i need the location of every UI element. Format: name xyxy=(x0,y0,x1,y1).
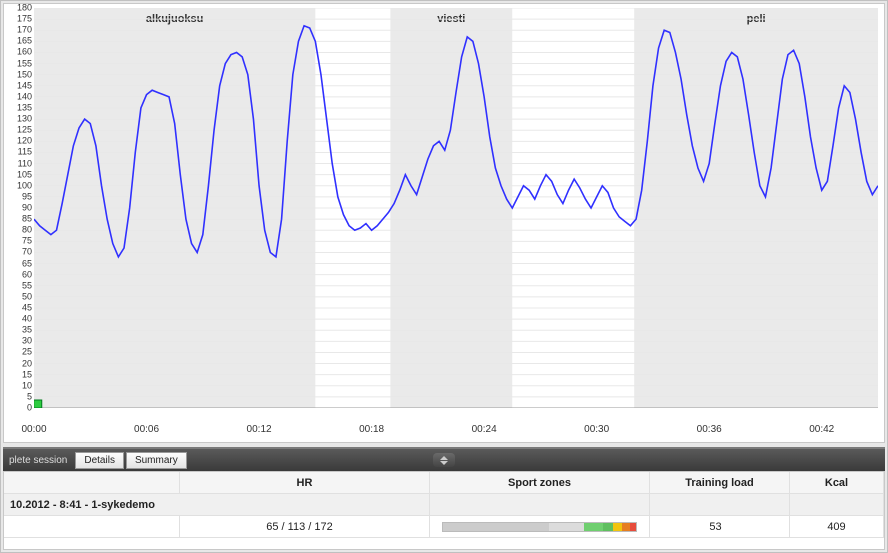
table-row[interactable]: 65 / 113 / 172 53 409 xyxy=(4,516,884,538)
hr-text: 65 / 113 / 172 xyxy=(266,521,332,533)
table-session-row[interactable]: 10.2012 - 8:41 - 1-sykedemo xyxy=(4,494,884,516)
col-kcal-header: Kcal xyxy=(790,472,884,493)
bottom-panel: plete session Details Summary HR Sport z… xyxy=(3,447,885,550)
col-sportzones-header: Sport zones xyxy=(430,472,650,493)
chart-panel: 0510152025303540455055606570758085909510… xyxy=(3,3,885,443)
chart-svg: alkujuoksuviestipeli xyxy=(34,8,878,408)
tab-details[interactable]: Details xyxy=(75,452,124,469)
data-table: HR Sport zones Training load Kcal 10.201… xyxy=(3,471,885,550)
app-root: 0510152025303540455055606570758085909510… xyxy=(0,0,888,553)
cell-trainingload: 53 xyxy=(650,516,790,537)
sport-zones-bar xyxy=(442,522,637,532)
panel-collapse-handle[interactable] xyxy=(433,453,455,467)
chart-plot-area: alkujuoksuviestipeli xyxy=(34,8,878,408)
cell-session xyxy=(4,516,180,537)
tab-strip: plete session Details Summary xyxy=(3,449,885,471)
table-header-row: HR Sport zones Training load Kcal xyxy=(4,472,884,494)
col-hr-header: HR xyxy=(180,472,430,493)
col-trainingload-header: Training load xyxy=(650,472,790,493)
cell-hr: 65 / 113 / 172 xyxy=(180,516,430,537)
chevron-down-icon xyxy=(440,461,448,465)
chevron-up-icon xyxy=(440,456,448,460)
col-session-header xyxy=(4,472,180,493)
session-label: 10.2012 - 8:41 - 1-sykedemo xyxy=(4,494,180,515)
y-axis: 0510152025303540455055606570758085909510… xyxy=(4,8,34,408)
trainingload-text: 53 xyxy=(709,521,721,533)
x-axis: 00:0000:0600:1200:1800:2400:3000:3600:42 xyxy=(34,408,878,442)
cell-sportzones xyxy=(430,516,650,537)
cell-kcal: 409 xyxy=(790,516,884,537)
tab-summary[interactable]: Summary xyxy=(126,452,187,469)
tab-header-label: plete session xyxy=(3,455,73,466)
